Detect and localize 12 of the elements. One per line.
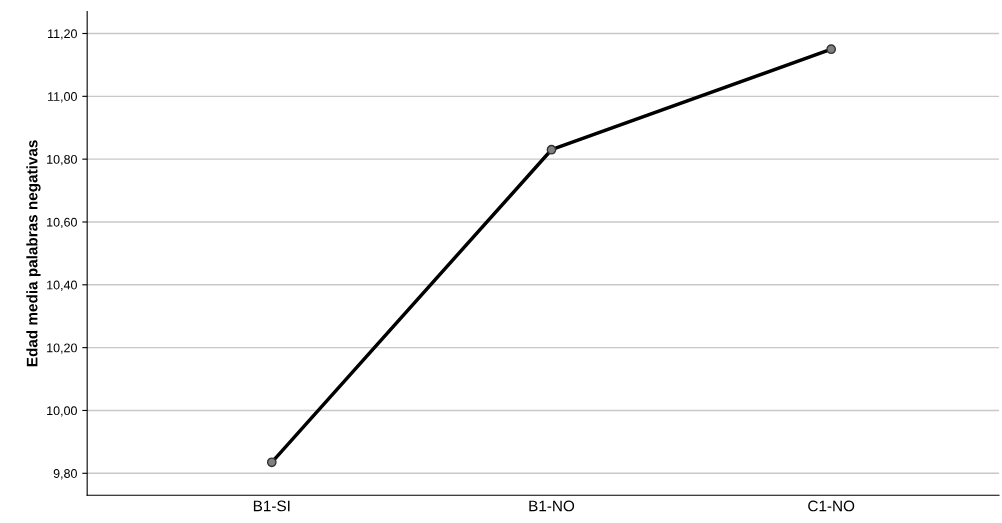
y-tick-label: 10,40	[47, 280, 77, 291]
x-tick-label: B1-NO	[529, 500, 575, 512]
y-tick-label: 10,00	[47, 406, 77, 417]
y-tick-label: 10,20	[47, 343, 77, 354]
y-tick-label: 11,20	[48, 29, 77, 40]
y-tick-label: 9,80	[53, 469, 77, 480]
y-tick-label: 10,60	[47, 217, 77, 229]
y-axis-title: Edad media palabras negativas	[26, 140, 41, 367]
x-tick-label: C1-NO	[808, 500, 855, 512]
y-tick-label: 11,00	[48, 92, 77, 103]
y-tick-label: 10,80	[47, 154, 77, 166]
x-tick-label: B1-SI	[253, 500, 290, 512]
